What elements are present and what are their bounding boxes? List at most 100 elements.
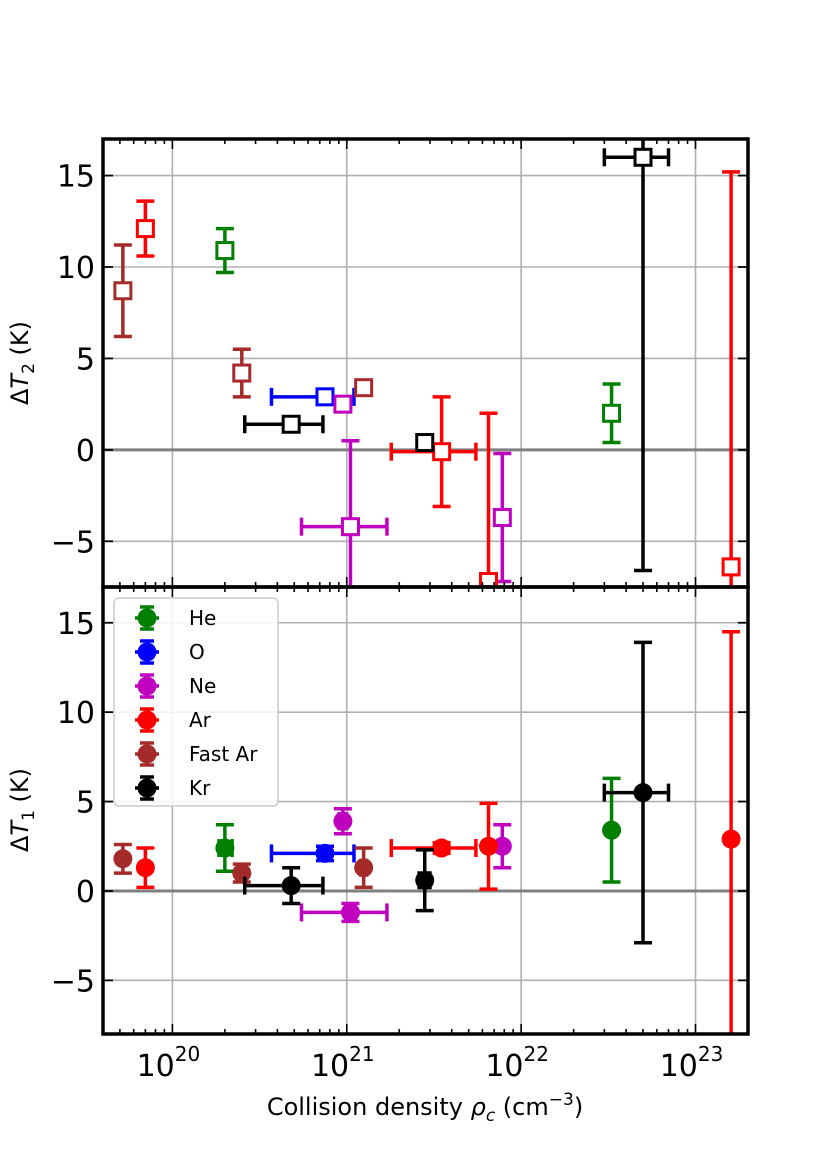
point-kr bbox=[243, 865, 325, 906]
point-fast-ar bbox=[354, 846, 374, 890]
marker-circle bbox=[479, 836, 499, 856]
top-panel: −5 0 5 10 15 ΔT2 (K) bbox=[6, 137, 750, 589]
bottom-y-label-unit: (K) bbox=[6, 768, 34, 810]
marker-circle bbox=[354, 858, 374, 878]
point-kr bbox=[415, 433, 435, 453]
marker-square bbox=[281, 414, 301, 434]
top-y-tick-label: 0 bbox=[76, 434, 95, 469]
point-o bbox=[269, 843, 356, 863]
marker-square bbox=[340, 517, 360, 537]
marker-circle bbox=[215, 838, 235, 858]
legend-marker bbox=[137, 608, 157, 628]
top-data bbox=[113, 139, 741, 587]
point-kr bbox=[602, 139, 671, 573]
x-tick-base: 10 bbox=[311, 1049, 349, 1084]
bottom-y-tick-label: 0 bbox=[76, 875, 95, 910]
marker-square bbox=[492, 508, 512, 528]
marker-circle bbox=[315, 843, 335, 863]
legend-item: Kr bbox=[135, 775, 211, 801]
x-tick-label: 1020 bbox=[137, 1042, 201, 1084]
marker-circle bbox=[633, 783, 653, 803]
marker-square bbox=[432, 442, 452, 462]
x-tick-exp: 23 bbox=[698, 1042, 723, 1066]
bottom-y-label-sub: 1 bbox=[19, 810, 39, 821]
x-tick-label: 1022 bbox=[485, 1042, 549, 1084]
bottom-y-tick-label: 5 bbox=[76, 786, 95, 821]
legend-marker bbox=[137, 676, 157, 696]
point-ar bbox=[479, 411, 499, 587]
top-y-tick-label: 15 bbox=[57, 160, 95, 195]
marker-square bbox=[333, 394, 353, 414]
legend: He O Ne Ar Fast Ar Kr bbox=[113, 597, 279, 807]
top-y-label-delta: Δ bbox=[6, 388, 34, 405]
point-fast-ar bbox=[113, 842, 133, 875]
legend-marker bbox=[137, 642, 157, 662]
marker-square bbox=[602, 403, 622, 423]
marker-circle bbox=[602, 820, 622, 840]
point-ne bbox=[299, 438, 389, 587]
x-tick-label: 1021 bbox=[311, 1042, 375, 1084]
point-kr bbox=[602, 640, 671, 945]
point-he bbox=[215, 823, 235, 874]
bottom-y-tick-label: −5 bbox=[51, 964, 95, 999]
marker-square bbox=[232, 363, 252, 383]
point-fast-ar bbox=[232, 347, 252, 399]
point-o bbox=[269, 387, 356, 407]
marker-square bbox=[215, 241, 235, 261]
point-ar bbox=[135, 846, 155, 890]
point-he bbox=[215, 226, 235, 275]
bottom-y-tick-label: 10 bbox=[57, 696, 95, 731]
x-label-unit: (cm bbox=[495, 1093, 549, 1121]
point-ar bbox=[479, 801, 499, 891]
marker-circle bbox=[340, 902, 360, 922]
x-label-unit-close: ) bbox=[574, 1093, 583, 1121]
top-y-label-T: T bbox=[6, 372, 34, 389]
legend-label: Fast Ar bbox=[189, 742, 258, 766]
top-ticks bbox=[102, 139, 748, 587]
x-label-rho-sub: c bbox=[486, 1106, 496, 1126]
bottom-y-axis-label: ΔT1 (K) bbox=[6, 768, 39, 852]
x-tick-base: 10 bbox=[660, 1049, 698, 1084]
bottom-y-tick-labels: −5 0 5 10 15 bbox=[51, 607, 95, 1000]
point-kr bbox=[415, 848, 435, 913]
legend-item: Ne bbox=[135, 673, 216, 699]
point-ar bbox=[389, 838, 478, 858]
legend-label: Ne bbox=[189, 674, 216, 698]
marker-square bbox=[633, 147, 653, 167]
marker-circle bbox=[113, 849, 133, 869]
top-y-tick-labels: −5 0 5 10 15 bbox=[51, 160, 95, 561]
marker-square bbox=[113, 281, 133, 301]
marker-circle bbox=[333, 811, 353, 831]
x-tick-base: 10 bbox=[137, 1049, 175, 1084]
legend-item: He bbox=[135, 605, 216, 631]
bottom-data bbox=[113, 629, 741, 1034]
marker-square bbox=[354, 378, 374, 398]
bottom-y-label-T: T bbox=[6, 819, 34, 836]
point-fast-ar bbox=[232, 862, 252, 884]
legend-marker bbox=[137, 710, 157, 730]
point-he bbox=[602, 382, 622, 445]
x-axis-label: Collision density ρc (cm−3) bbox=[267, 1090, 583, 1126]
legend-label: O bbox=[189, 640, 205, 664]
legend-item: Fast Ar bbox=[135, 741, 258, 767]
x-label-rho: ρ bbox=[471, 1093, 486, 1121]
point-ar bbox=[721, 170, 741, 587]
marker-circle bbox=[492, 836, 512, 856]
marker-square bbox=[479, 572, 499, 587]
point-ne bbox=[299, 901, 389, 924]
point-ar bbox=[721, 629, 741, 1034]
marker-circle bbox=[415, 870, 435, 890]
bottom-ticks bbox=[102, 587, 748, 1034]
point-kr bbox=[243, 414, 325, 434]
marker-circle bbox=[721, 829, 741, 849]
point-fast-ar bbox=[113, 243, 133, 339]
x-tick-exp: 20 bbox=[175, 1042, 200, 1066]
point-ne bbox=[333, 394, 353, 414]
top-y-tick-label: −5 bbox=[51, 525, 95, 560]
legend-item: O bbox=[135, 639, 205, 665]
top-y-tick-label: 10 bbox=[57, 251, 95, 286]
x-tick-exp: 21 bbox=[349, 1042, 374, 1066]
legend-item: Ar bbox=[135, 707, 212, 733]
x-tick-exp: 22 bbox=[524, 1042, 549, 1066]
